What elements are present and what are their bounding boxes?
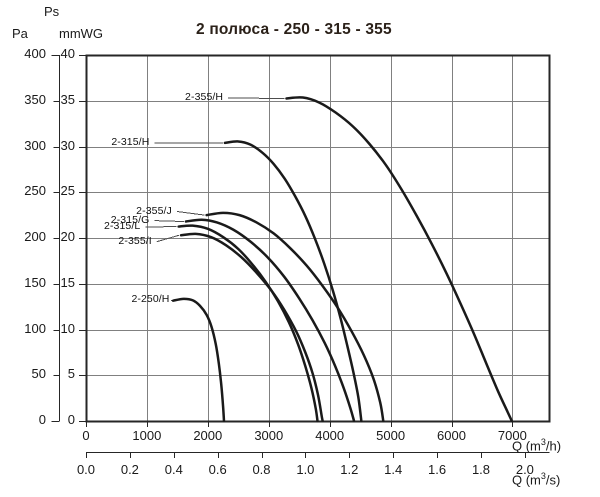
pa-axis-line xyxy=(51,54,61,423)
x-secondary-tick-label: 0.2 xyxy=(120,462,139,477)
leader-line xyxy=(156,234,180,243)
curve-group xyxy=(171,96,514,423)
leader-line xyxy=(176,210,205,216)
pa-axis-label: Pa xyxy=(12,26,28,41)
x-secondary-tick-label: 0.4 xyxy=(164,462,183,477)
ps-axis-label: Ps xyxy=(44,4,60,19)
x-secondary-tick-label: 1.0 xyxy=(296,462,315,477)
mmwg-tick-label: 35 xyxy=(60,91,75,107)
pa-tick-label: 0 xyxy=(38,412,46,427)
pa-tick-label: 50 xyxy=(31,366,46,382)
curve-label-2-315-h: 2-315/H xyxy=(111,135,150,148)
pa-tick-label: 400 xyxy=(24,46,46,61)
x-primary-tick-label: 6000 xyxy=(437,428,466,443)
x-secondary-tick-label: 0.0 xyxy=(76,462,96,477)
x-primary-tick-label: 7000 xyxy=(497,428,527,443)
curve-2-315-g xyxy=(184,218,356,423)
x-secondary-tick-label: 1.4 xyxy=(384,462,403,477)
curve-label-2-315-g: 2-315/G xyxy=(110,213,150,226)
mmwg-axis-label: mmWG xyxy=(59,26,104,41)
x-primary-tick-label: 2000 xyxy=(193,428,223,443)
pa-tick-label: 100 xyxy=(24,320,46,336)
mmwg-tick-label: 20 xyxy=(60,229,75,244)
curve-2-355-j xyxy=(205,211,385,423)
mmwg-tick-label: 0 xyxy=(67,412,75,427)
pa-tick-label: 250 xyxy=(24,183,46,199)
mmwg-tick-label: 10 xyxy=(60,320,75,336)
pa-tick-label: 350 xyxy=(24,91,46,107)
gridlines xyxy=(86,55,549,421)
x-secondary-tick-label: 2.0 xyxy=(515,462,534,477)
x-primary-axis-name: Q (m3/h) xyxy=(512,437,562,454)
mmwg-tick-label: 15 xyxy=(60,274,75,290)
pa-tick-label: 300 xyxy=(24,137,46,153)
x-secondary-tick-label: 0.8 xyxy=(252,462,271,477)
curve-label-2-315-l: 2-315/L xyxy=(103,220,141,232)
x-primary-tick-label: 5000 xyxy=(376,428,406,443)
x-secondary-tick-label: 1.8 xyxy=(471,462,491,477)
curve-label-2-355-j: 2-355/J xyxy=(136,204,172,217)
mmwg-tick-label: 5 xyxy=(67,366,75,382)
mmwg-tick-label: 30 xyxy=(60,137,75,153)
curve-label-2-355-h: 2-355/H xyxy=(185,91,224,103)
curve-2-355-h xyxy=(285,96,514,423)
x-primary-tick-label: 4000 xyxy=(315,428,345,443)
x-secondary-axis-name: Q (m3/s) xyxy=(512,471,561,488)
label-leader-lines xyxy=(145,97,285,302)
curve-label-2-355-i: 2-355/I xyxy=(118,234,152,247)
plot-frame xyxy=(85,54,551,427)
curve-2-250-h xyxy=(171,297,226,423)
chart-title: 2 полюса - 250 - 315 - 355 xyxy=(196,21,392,38)
curve-2-315-l xyxy=(177,224,319,423)
curve-label-2-250-h: 2-250/H xyxy=(131,293,170,306)
x-primary-tick-label: 3000 xyxy=(254,428,284,443)
x-secondary-tick-label: 0.6 xyxy=(208,462,227,477)
mmwg-axis-line xyxy=(79,54,86,423)
pa-tick-label: 200 xyxy=(24,229,46,244)
x-primary-tick-label: 0 xyxy=(82,428,90,443)
x-secondary-axis-line xyxy=(85,451,550,458)
pa-tick-label: 150 xyxy=(24,274,46,290)
x-secondary-tick-label: 1.6 xyxy=(428,462,447,477)
mmwg-tick-label: 40 xyxy=(60,46,75,61)
x-secondary-tick-label: 1.2 xyxy=(340,462,359,477)
mmwg-tick-label: 25 xyxy=(60,183,75,199)
leader-line xyxy=(154,220,184,223)
curve-2-315-h xyxy=(223,140,363,423)
x-primary-tick-label: 1000 xyxy=(132,428,162,443)
